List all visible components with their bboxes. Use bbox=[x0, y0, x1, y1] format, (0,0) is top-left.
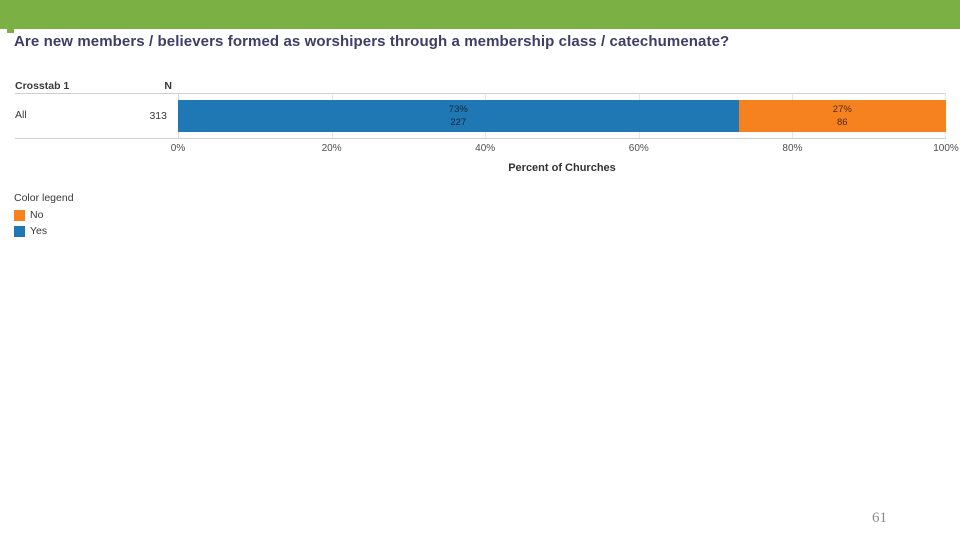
bar-label-yes-count: 227 bbox=[450, 117, 467, 128]
legend-label-yes: Yes bbox=[30, 225, 48, 237]
table-header-rule bbox=[15, 93, 946, 94]
header-green-bar bbox=[0, 0, 960, 29]
legend-item-yes: Yes bbox=[14, 223, 74, 239]
table-bottom-rule bbox=[15, 138, 946, 139]
tick-label: 0% bbox=[170, 143, 186, 154]
row-label-all: All bbox=[15, 109, 27, 121]
tick-label: 80% bbox=[782, 143, 803, 154]
x-axis-ticks: 0% 20% 40% 60% 80% 100% bbox=[171, 143, 959, 155]
legend-swatch-yes bbox=[14, 225, 25, 237]
slide-number: 61 bbox=[872, 510, 887, 526]
bar-label-yes-percent: 73% bbox=[448, 104, 468, 115]
bar-label-no-percent: 27% bbox=[832, 104, 852, 115]
n-column-header: N bbox=[164, 80, 172, 92]
crosstab-chart: Crosstab 1 N All 313 73% 227 27% 86 bbox=[0, 0, 960, 200]
legend-label-no: No bbox=[30, 209, 44, 221]
plot-area: 73% 227 27% 86 bbox=[178, 93, 946, 138]
bar-segment-yes: 73% 227 bbox=[178, 100, 739, 132]
legend-title: Color legend bbox=[14, 192, 74, 204]
row-n-value: 313 bbox=[149, 110, 167, 122]
tick-label: 60% bbox=[628, 143, 649, 154]
crosstab-title: Crosstab 1 bbox=[15, 80, 70, 92]
color-legend: Color legend No Yes bbox=[14, 192, 74, 239]
slide-title: Are new members / believers formed as wo… bbox=[14, 33, 730, 50]
header-green-tab bbox=[7, 29, 14, 33]
stacked-bar: 73% 227 27% 86 bbox=[178, 100, 946, 132]
tick-label: 20% bbox=[321, 143, 342, 154]
x-axis-title: Percent of Churches bbox=[508, 162, 616, 174]
bar-label-no-count: 86 bbox=[837, 117, 848, 128]
tick-label: 40% bbox=[475, 143, 496, 154]
bar-segment-no: 27% 86 bbox=[738, 100, 946, 132]
legend-item-no: No bbox=[14, 207, 74, 223]
legend-swatch-no bbox=[14, 209, 25, 221]
tick-label: 100% bbox=[933, 143, 959, 154]
